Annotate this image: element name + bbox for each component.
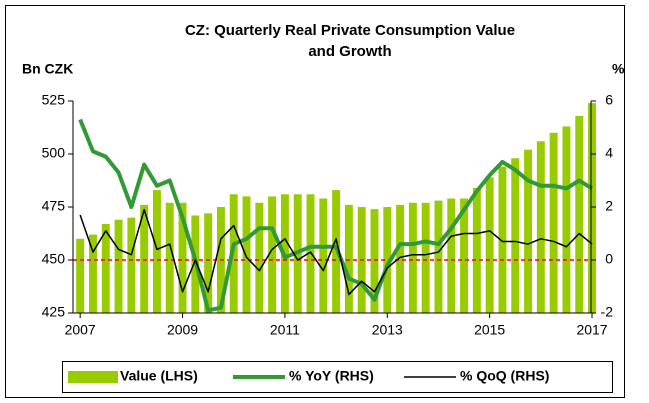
bar bbox=[447, 198, 456, 313]
y-tick-label: 475 bbox=[42, 198, 66, 214]
bar bbox=[383, 207, 392, 313]
y2-tick-label: 0 bbox=[605, 251, 613, 267]
y2-axis-label: % bbox=[612, 61, 625, 77]
bar bbox=[498, 166, 507, 313]
bar bbox=[588, 103, 596, 314]
bar bbox=[242, 196, 251, 313]
y-tick-label: 500 bbox=[42, 145, 66, 161]
x-tick-label: 2015 bbox=[474, 322, 505, 338]
bar bbox=[536, 141, 545, 313]
line-series bbox=[79, 208, 593, 296]
bar bbox=[562, 126, 571, 313]
bar bbox=[127, 217, 136, 313]
y-tick-label: 525 bbox=[42, 92, 66, 108]
x-tick-label: 2017 bbox=[576, 322, 607, 338]
legend-box bbox=[62, 361, 613, 393]
bar bbox=[524, 149, 533, 313]
bar bbox=[88, 234, 97, 313]
chart-border bbox=[5, 5, 625, 398]
bar bbox=[255, 202, 264, 313]
bar bbox=[152, 190, 161, 313]
bar bbox=[460, 198, 469, 313]
legend-swatch bbox=[68, 371, 118, 383]
bar bbox=[344, 204, 353, 313]
x-tick-label: 2007 bbox=[65, 322, 96, 338]
chart-title: CZ: Quarterly Real Private Consumption V… bbox=[185, 22, 515, 39]
bar bbox=[268, 196, 277, 313]
bar bbox=[434, 200, 443, 313]
legend-label: % YoY (RHS) bbox=[289, 368, 374, 384]
bar bbox=[485, 177, 494, 313]
bar bbox=[396, 204, 405, 313]
y2-tick-label: 6 bbox=[605, 92, 613, 108]
x-tick-label: 2013 bbox=[372, 322, 403, 338]
x-tick-label: 2009 bbox=[167, 322, 198, 338]
bar bbox=[101, 223, 110, 313]
y2-tick-label: 4 bbox=[605, 145, 613, 161]
x-tick-label: 2011 bbox=[270, 322, 300, 338]
y-tick-label: 425 bbox=[42, 304, 66, 320]
bar bbox=[472, 187, 481, 313]
bar bbox=[165, 202, 174, 313]
bar bbox=[370, 209, 379, 313]
chart-title: and Growth bbox=[308, 43, 391, 60]
bar bbox=[76, 238, 85, 313]
bar bbox=[549, 132, 558, 313]
bar bbox=[408, 202, 417, 313]
bar bbox=[575, 115, 584, 313]
bar bbox=[511, 158, 520, 313]
bar bbox=[204, 213, 213, 313]
y-axis-label: Bn CZK bbox=[22, 61, 73, 77]
bar bbox=[306, 194, 315, 313]
legend-label: % QoQ (RHS) bbox=[460, 368, 549, 384]
bar bbox=[319, 198, 328, 313]
bar bbox=[421, 202, 430, 313]
bar bbox=[140, 204, 149, 313]
y2-tick-label: -2 bbox=[601, 304, 614, 320]
bar bbox=[178, 202, 187, 313]
y2-tick-label: 2 bbox=[605, 198, 613, 214]
line-series bbox=[78, 118, 594, 313]
y-tick-label: 450 bbox=[42, 251, 66, 267]
bar bbox=[114, 219, 123, 313]
legend-label: Value (LHS) bbox=[120, 368, 198, 384]
